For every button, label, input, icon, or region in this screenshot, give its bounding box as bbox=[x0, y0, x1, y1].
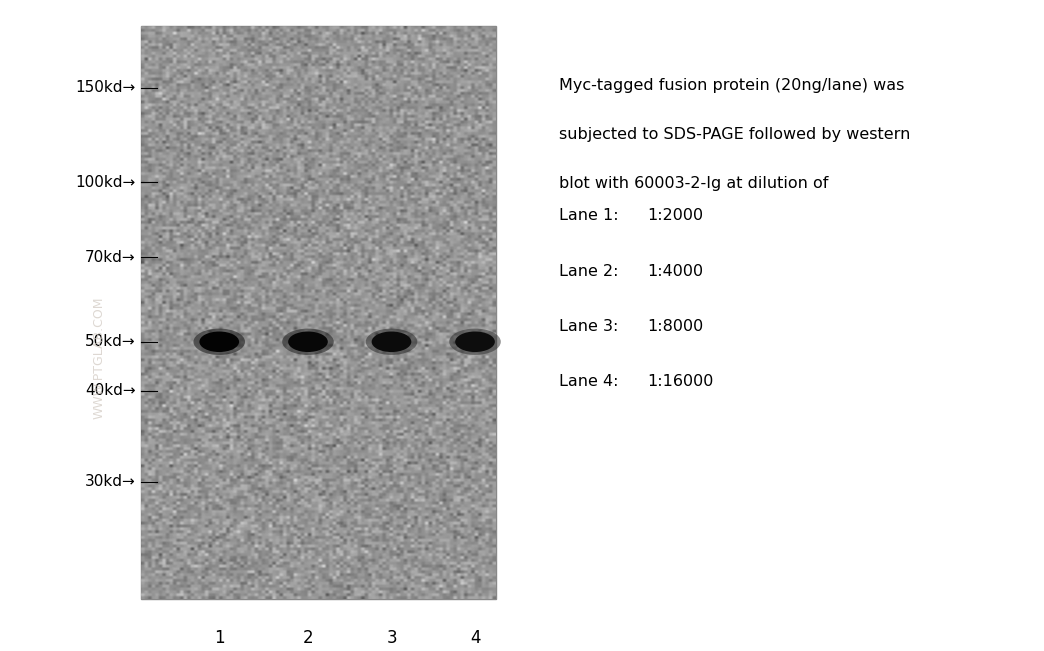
Ellipse shape bbox=[193, 329, 245, 355]
Text: 1: 1 bbox=[214, 629, 224, 647]
Text: Lane 1:: Lane 1: bbox=[559, 208, 618, 223]
Text: Lane 3:: Lane 3: bbox=[559, 319, 618, 334]
Ellipse shape bbox=[282, 329, 334, 355]
Text: 1:4000: 1:4000 bbox=[647, 264, 704, 279]
Ellipse shape bbox=[199, 331, 239, 352]
Text: 70kd→: 70kd→ bbox=[86, 249, 136, 265]
Ellipse shape bbox=[449, 329, 501, 355]
Text: 1:16000: 1:16000 bbox=[647, 374, 714, 389]
Ellipse shape bbox=[288, 331, 328, 352]
Text: Myc-tagged fusion protein (20ng/lane) was: Myc-tagged fusion protein (20ng/lane) wa… bbox=[559, 78, 904, 93]
Text: 2: 2 bbox=[303, 629, 313, 647]
Text: Lane 4:: Lane 4: bbox=[559, 374, 618, 389]
Ellipse shape bbox=[455, 331, 495, 352]
Text: 40kd→: 40kd→ bbox=[86, 383, 136, 398]
Text: 4: 4 bbox=[470, 629, 480, 647]
Text: Lane 2:: Lane 2: bbox=[559, 264, 618, 279]
Text: 150kd→: 150kd→ bbox=[75, 80, 136, 96]
Text: subjected to SDS-PAGE followed by western: subjected to SDS-PAGE followed by wester… bbox=[559, 127, 910, 142]
Bar bbox=[141, 26, 496, 599]
Text: 1:2000: 1:2000 bbox=[647, 208, 704, 223]
Text: blot with 60003-2-Ig at dilution of: blot with 60003-2-Ig at dilution of bbox=[559, 176, 828, 191]
Ellipse shape bbox=[372, 331, 411, 352]
Text: WWW.PTGLAB.COM: WWW.PTGLAB.COM bbox=[93, 297, 105, 419]
Text: 50kd→: 50kd→ bbox=[86, 334, 136, 350]
Text: 1:8000: 1:8000 bbox=[647, 319, 704, 334]
Text: 30kd→: 30kd→ bbox=[85, 474, 136, 490]
Ellipse shape bbox=[365, 329, 418, 355]
Text: 3: 3 bbox=[386, 629, 397, 647]
Text: 100kd→: 100kd→ bbox=[75, 174, 136, 190]
